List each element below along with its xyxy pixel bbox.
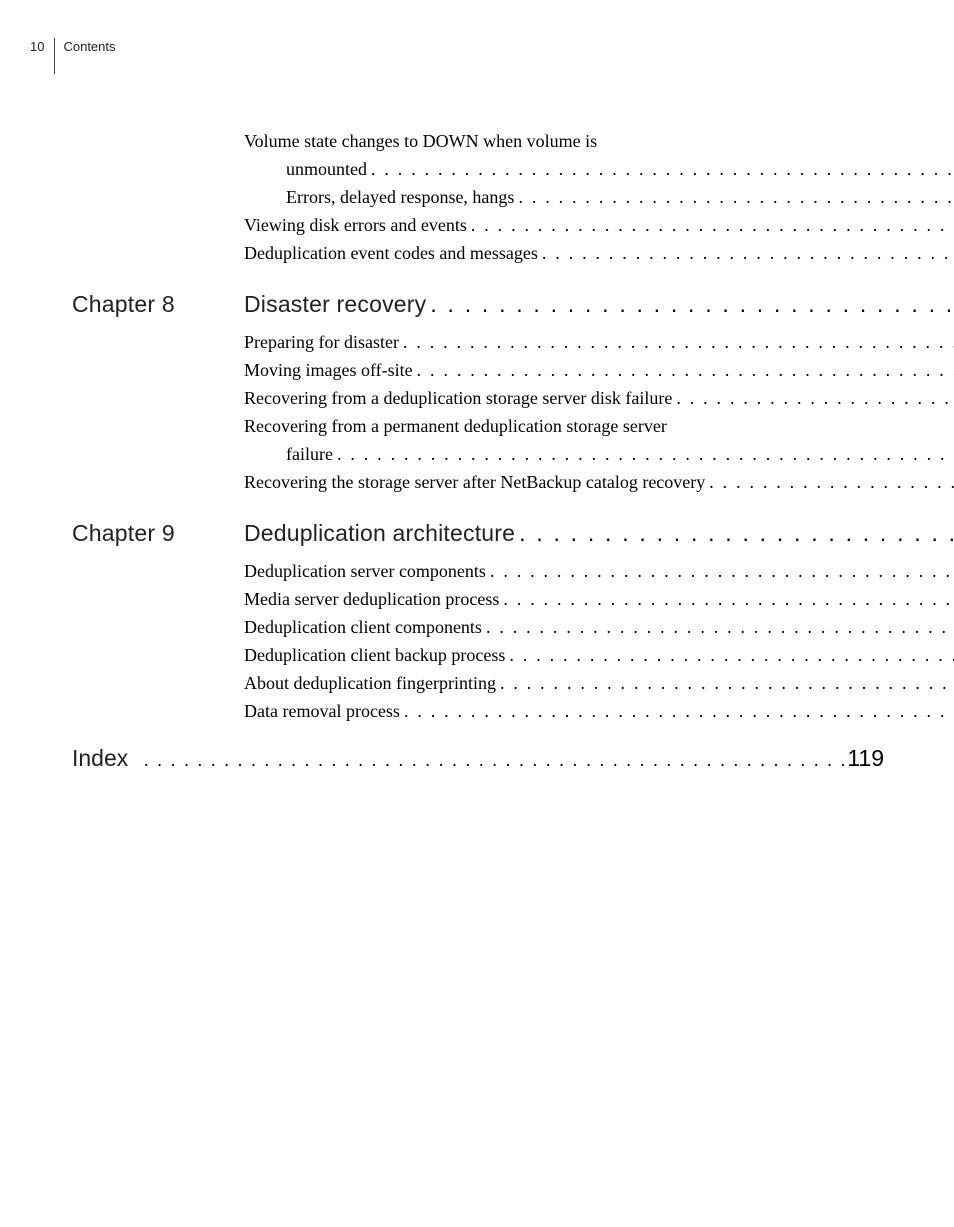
- entry-label: Moving images off-site: [244, 357, 413, 385]
- toc-entry: Recovering from a deduplication storage …: [244, 385, 954, 413]
- toc-entry: Viewing disk errors and events . . . . .…: [244, 212, 954, 240]
- entry-label: failure: [286, 441, 333, 469]
- dot-leader: . . . . . . . . . . . . . . . . . . . . …: [467, 212, 954, 240]
- toc-heading-row: Chapter 9 Deduplication architecture . .…: [72, 516, 884, 725]
- toc-content: Volume state changes to DOWN when volume…: [30, 128, 884, 772]
- entry-column: Disaster recovery . . . . . . . . . . . …: [244, 287, 954, 496]
- dot-leader: . . . . . . . . . . . . . . . . . . . . …: [672, 385, 954, 413]
- dot-leader: . . . . . . . . . . . . . . . . . . . . …: [486, 558, 954, 586]
- dot-leader: . . . . . . . . . . . . . . . . . . . . …: [367, 156, 954, 184]
- dot-leader: . . . . . . . . . . . . . . . . . . . . …: [413, 357, 954, 385]
- header-section-label: Contents: [63, 38, 115, 54]
- heading-label: Disaster recovery: [244, 287, 426, 323]
- entry-label: Viewing disk errors and events: [244, 212, 467, 240]
- toc-entry: Deduplication client components . . . . …: [244, 614, 954, 642]
- dot-leader: . . . . . . . . . . . . . . . . . . . . …: [400, 698, 954, 726]
- entry-column: Deduplication architecture . . . . . . .…: [244, 516, 954, 725]
- entry-label: About deduplication fingerprinting: [244, 670, 496, 698]
- toc-entry: Recovering from a permanent deduplicatio…: [244, 413, 954, 441]
- entry-label: Data removal process: [244, 698, 400, 726]
- toc-entry: Volume state changes to DOWN when volume…: [244, 128, 954, 156]
- dot-leader: . . . . . . . . . . . . . . . . . . . . …: [505, 642, 954, 670]
- chapter-label: Chapter 9: [72, 520, 244, 547]
- toc-entry-continuation: unmounted . . . . . . . . . . . . . . . …: [244, 156, 954, 184]
- index-label: Index: [72, 745, 140, 772]
- toc-entry: Deduplication server components . . . . …: [244, 558, 954, 586]
- entry-label: Deduplication event codes and messages: [244, 240, 538, 268]
- dot-leader: . . . . . . . . . . . . . . . . . . . . …: [515, 516, 954, 552]
- entry-label: Errors, delayed response, hangs: [286, 184, 514, 212]
- toc-chapter-heading: Deduplication architecture . . . . . . .…: [244, 516, 954, 552]
- header-divider: [54, 38, 55, 74]
- running-header: 10 Contents: [30, 38, 884, 74]
- entry-label: Recovering the storage server after NetB…: [244, 469, 705, 497]
- toc-entry: Deduplication event codes and messages .…: [244, 240, 954, 268]
- index-page: 119: [847, 745, 884, 772]
- dot-leader: . . . . . . . . . . . . . . . . . . . . …: [333, 441, 954, 469]
- dot-leader: . . . . . . . . . . . . . . . . . . . . …: [399, 329, 954, 357]
- dot-leader: . . . . . . . . . . . . . . . . . . . . …: [499, 586, 954, 614]
- dot-leader: . . . . . . . . . . . . . . . . . . . . …: [140, 750, 847, 771]
- toc-heading-row: Chapter 8 Disaster recovery . . . . . . …: [72, 287, 884, 496]
- toc-entry: Media server deduplication process . . .…: [244, 586, 954, 614]
- page-number: 10: [30, 38, 54, 54]
- toc-entry-continuation: failure . . . . . . . . . . . . . . . . …: [244, 441, 954, 469]
- entry-column: Volume state changes to DOWN when volume…: [244, 128, 954, 267]
- entry-label: Preparing for disaster: [244, 329, 399, 357]
- toc-group: Chapter 9 Deduplication architecture . .…: [72, 516, 884, 725]
- toc-group: Chapter 8 Disaster recovery . . . . . . …: [72, 287, 884, 496]
- chapter-label: Chapter 8: [72, 291, 244, 318]
- toc-entry: Preparing for disaster . . . . . . . . .…: [244, 329, 954, 357]
- toc-entry: Recovering the storage server after NetB…: [244, 469, 954, 497]
- toc-entry: Deduplication client backup process . . …: [244, 642, 954, 670]
- entry-label: Media server deduplication process: [244, 586, 499, 614]
- entry-label: unmounted: [286, 156, 367, 184]
- entry-label: Deduplication client backup process: [244, 642, 505, 670]
- heading-label: Deduplication architecture: [244, 516, 515, 552]
- dot-leader: . . . . . . . . . . . . . . . . . . . . …: [482, 614, 954, 642]
- dot-leader: . . . . . . . . . . . . . . . . . . . . …: [538, 240, 954, 268]
- toc-group: Volume state changes to DOWN when volume…: [72, 128, 884, 267]
- toc-entry: Errors, delayed response, hangs . . . . …: [244, 184, 954, 212]
- toc-chapter-heading: Disaster recovery . . . . . . . . . . . …: [244, 287, 954, 323]
- toc-entry: Data removal process . . . . . . . . . .…: [244, 698, 954, 726]
- dot-leader: . . . . . . . . . . . . . . . . . . . . …: [705, 469, 954, 497]
- toc-entry: About deduplication fingerprinting . . .…: [244, 670, 954, 698]
- toc-index-row: Index . . . . . . . . . . . . . . . . . …: [72, 745, 884, 772]
- entry-label: Recovering from a deduplication storage …: [244, 385, 672, 413]
- page: 10 Contents Volume state changes to DOWN…: [0, 0, 954, 1227]
- entry-label: Volume state changes to DOWN when volume…: [244, 131, 597, 151]
- toc-index-group: Index . . . . . . . . . . . . . . . . . …: [72, 745, 884, 772]
- entry-label: Deduplication server components: [244, 558, 486, 586]
- toc-row: Volume state changes to DOWN when volume…: [72, 128, 884, 267]
- dot-leader: . . . . . . . . . . . . . . . . . . . . …: [514, 184, 954, 212]
- entry-label: Recovering from a permanent deduplicatio…: [244, 416, 667, 436]
- toc-entry: Moving images off-site . . . . . . . . .…: [244, 357, 954, 385]
- dot-leader: . . . . . . . . . . . . . . . . . . . . …: [496, 670, 954, 698]
- entry-label: Deduplication client components: [244, 614, 482, 642]
- dot-leader: . . . . . . . . . . . . . . . . . . . . …: [426, 287, 954, 323]
